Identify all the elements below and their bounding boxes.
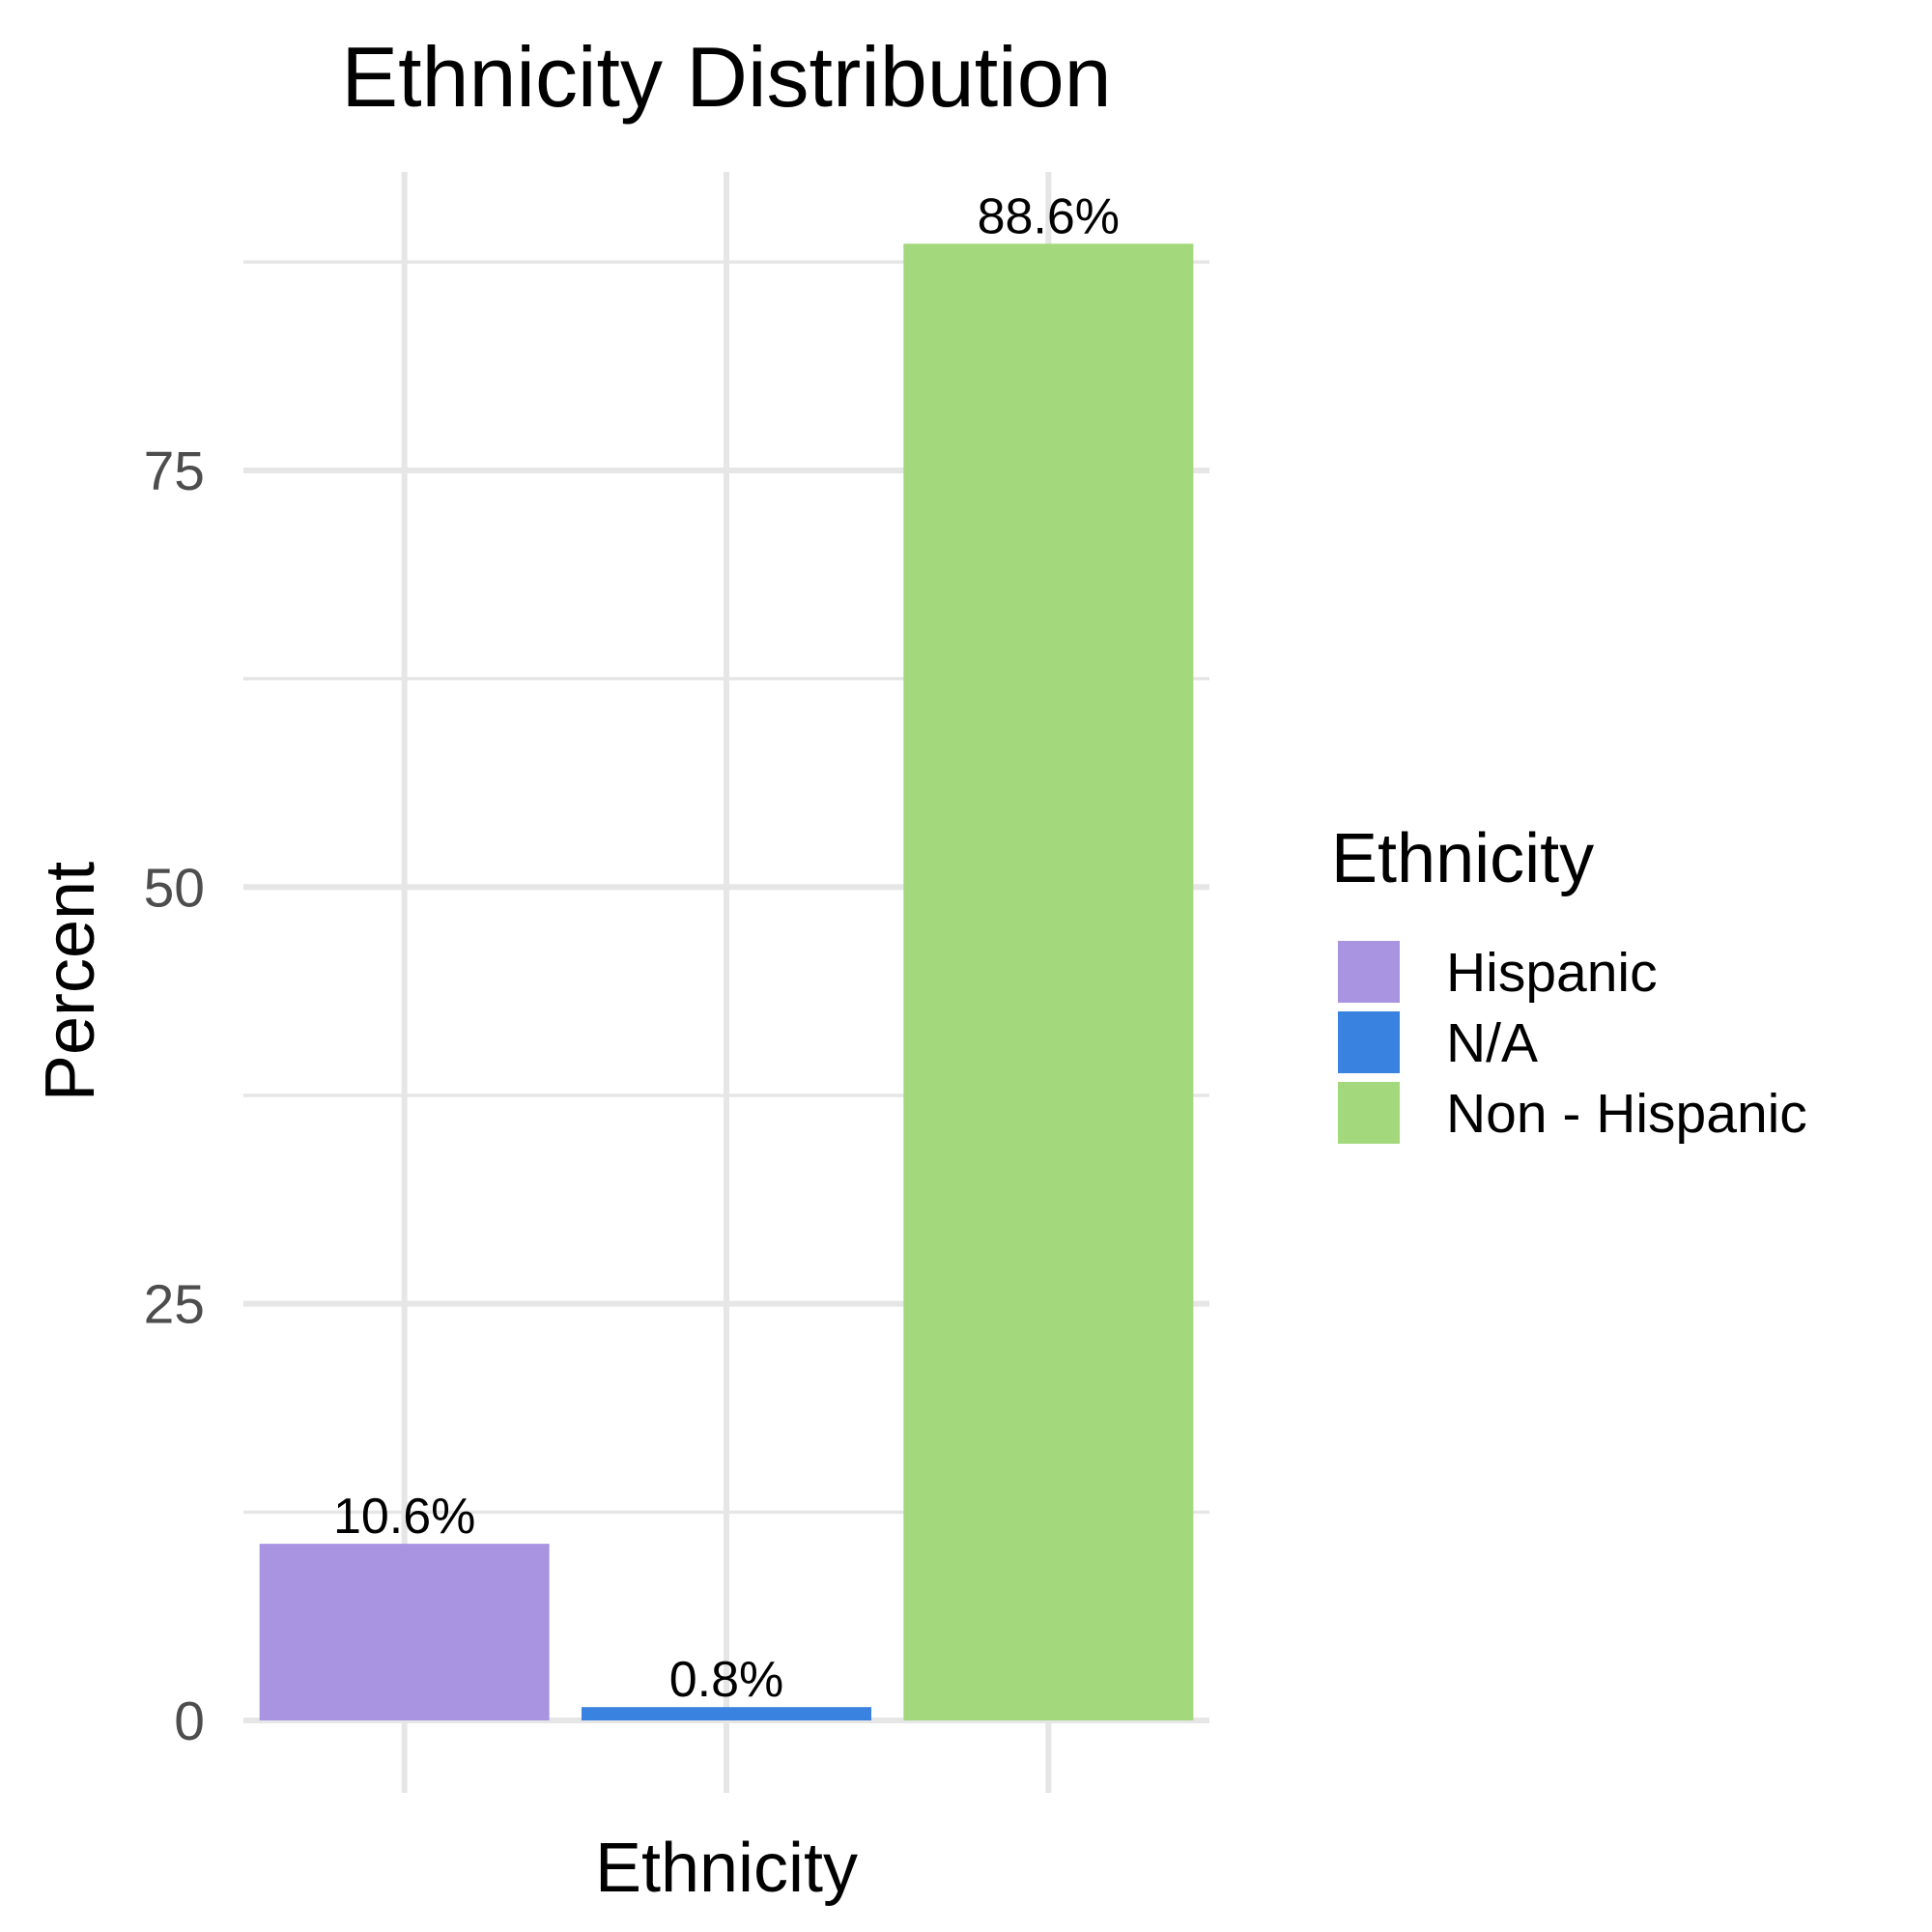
bar-data-label: 10.6% <box>333 1489 475 1545</box>
legend-item: Hispanic <box>1336 939 1658 1005</box>
y-tick-label: 25 <box>144 1274 205 1336</box>
legend-swatch <box>1336 1009 1402 1075</box>
legend-label: Hispanic <box>1446 942 1658 1004</box>
legend-item: N/A <box>1336 1009 1538 1075</box>
legend-swatch <box>1336 939 1402 1005</box>
y-tick-label: 75 <box>144 440 205 502</box>
chart-title: Ethnicity Distribution <box>341 29 1111 125</box>
legend-title: Ethnicity <box>1331 820 1594 897</box>
y-axis-label: Percent <box>32 862 109 1101</box>
y-tick-label: 0 <box>174 1690 205 1752</box>
bar-data-label: 88.6% <box>978 188 1120 244</box>
bars <box>259 243 1194 1720</box>
bar-hispanic <box>259 1544 550 1720</box>
legend-label: Non - Hispanic <box>1446 1083 1807 1145</box>
x-axis-label: Ethnicity <box>595 1830 858 1907</box>
legend-label: N/A <box>1446 1012 1538 1074</box>
y-axis-ticks: 0 25 50 75 <box>144 440 205 1752</box>
legend-item: Non - Hispanic <box>1336 1080 1807 1146</box>
y-tick-label: 50 <box>144 857 205 919</box>
legend-items: Hispanic N/A Non - Hispanic <box>1336 939 1807 1146</box>
legend-swatch <box>1336 1080 1402 1146</box>
legend: Ethnicity Hispanic N/A Non - Hispanic <box>1331 820 1807 1146</box>
bar-n-a <box>582 1707 871 1720</box>
bar-data-label: 0.8% <box>669 1652 784 1708</box>
data-labels: 10.6% 0.8% 88.6% <box>333 188 1120 1708</box>
bar-non-hispanic <box>903 243 1194 1720</box>
